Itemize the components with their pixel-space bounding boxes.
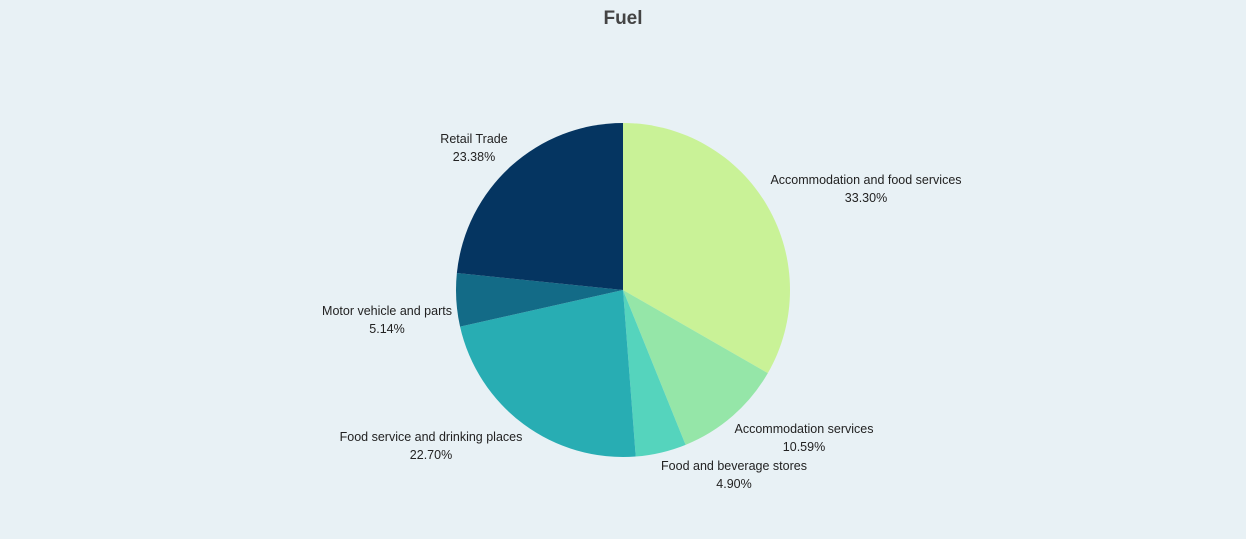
pie-slice: [460, 290, 636, 457]
slice-label: Motor vehicle and parts: [322, 304, 452, 318]
pie-slice: [456, 123, 623, 290]
pie-slice: [623, 290, 686, 457]
slice-label: Food service and drinking places: [340, 430, 523, 444]
pie-slice: [623, 290, 768, 445]
chart-title: Fuel: [603, 8, 643, 29]
slice-value-label: 23.38%: [453, 150, 495, 164]
slice-value-label: 4.90%: [716, 477, 751, 491]
pie-slice: [456, 273, 623, 327]
slice-label: Food and beverage stores: [661, 459, 807, 473]
pie-slice: [623, 122, 791, 374]
slice-label: Retail Trade: [440, 132, 507, 146]
slice-value-label: 33.30%: [845, 191, 887, 205]
slice-label: Accommodation services: [735, 422, 874, 436]
slice-value-label: 22.70%: [410, 448, 452, 462]
slice-value-label: 5.14%: [369, 322, 404, 336]
slice-label: Accommodation and food services: [770, 173, 961, 187]
slice-value-label: 10.59%: [783, 440, 825, 454]
